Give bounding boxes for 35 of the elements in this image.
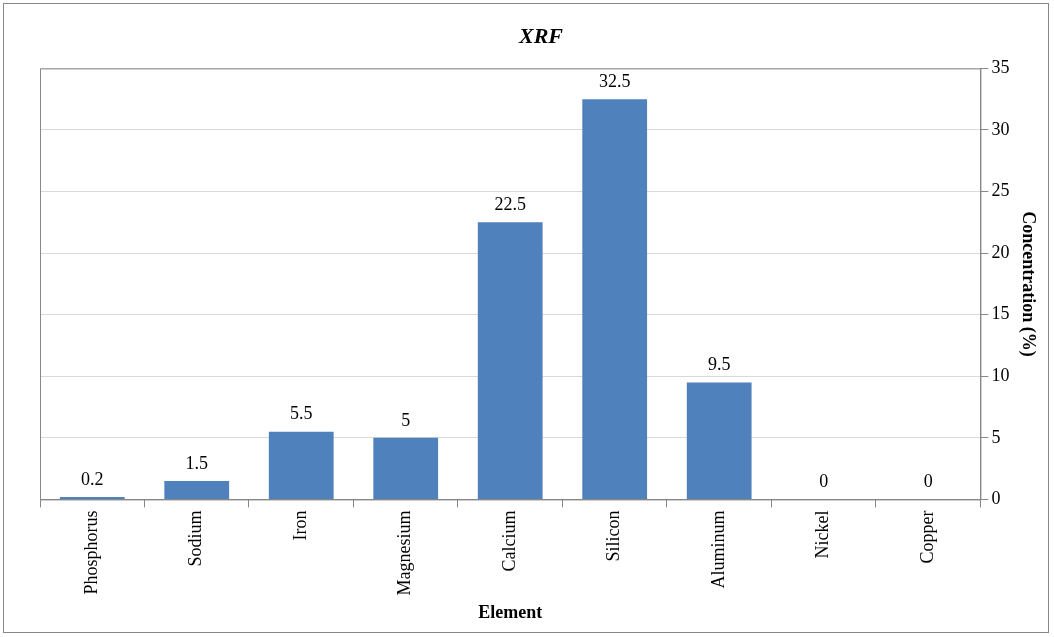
data-label: 1.5 [185, 452, 208, 473]
y-tick-label: 25 [991, 180, 1010, 201]
x-tick-label: Sodium [185, 510, 206, 567]
bar [477, 222, 543, 499]
data-label: 0.2 [80, 468, 104, 489]
x-tick-label: Magnesium [394, 510, 415, 596]
data-label: 5 [401, 409, 411, 430]
y-axis-title: Concentration (%) [1017, 211, 1039, 357]
bar [582, 99, 648, 499]
y-tick-label: 20 [991, 241, 1010, 262]
x-tick-label: Phosphorus [80, 510, 101, 595]
data-label: 5.5 [289, 403, 313, 424]
y-tick-label: 15 [991, 303, 1010, 324]
x-tick-label: Silicon [603, 510, 624, 562]
data-label: 0 [923, 471, 933, 492]
bar [373, 437, 439, 499]
y-tick-label: 30 [991, 118, 1010, 139]
data-label: 9.5 [707, 354, 731, 375]
x-tick-label: Nickel [812, 510, 833, 559]
bar [268, 431, 334, 499]
x-tick-label: Copper [916, 510, 937, 564]
y-tick-label: 35 [991, 57, 1010, 78]
y-tick-label: 5 [991, 426, 1001, 447]
data-label: 32.5 [598, 70, 631, 91]
bar [164, 480, 230, 499]
data-label: 0 [819, 471, 829, 492]
y-tick-label: 10 [991, 365, 1010, 385]
bar [686, 382, 752, 499]
chart-title: XRF [517, 22, 564, 48]
x-tick-label: Calcium [498, 510, 519, 572]
y-tick-label: 0 [991, 488, 1001, 509]
data-label: 22.5 [494, 194, 526, 215]
x-tick-label: Aluminum [707, 510, 728, 589]
x-axis-title: Element [478, 601, 543, 622]
x-tick-label: Iron [289, 510, 310, 541]
